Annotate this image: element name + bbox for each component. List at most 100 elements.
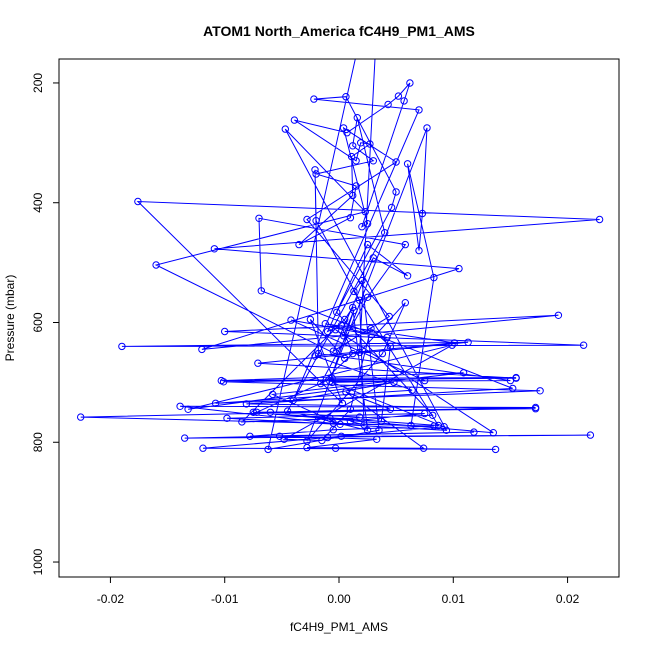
data-point: [512, 373, 520, 382]
data-point: [595, 215, 604, 224]
chart-title: ATOM1 North_America fC4H9_PM1_AMS: [203, 23, 475, 39]
data-point: [317, 379, 325, 388]
data-point: [326, 414, 334, 422]
x-tick-label: 0.00: [327, 592, 351, 606]
data-point: [343, 129, 351, 137]
data-point: [266, 408, 275, 416]
data-point: [408, 386, 416, 394]
data-point: [323, 433, 332, 442]
data-point: [336, 420, 344, 428]
data-point: [509, 384, 517, 393]
data-point: [349, 142, 357, 150]
data-point: [361, 208, 369, 216]
data-point: [392, 158, 400, 166]
data-point: [347, 152, 356, 161]
data-point: [341, 354, 349, 363]
data-point: [346, 417, 355, 425]
data-point: [341, 315, 349, 324]
data-point: [491, 445, 500, 454]
data-point: [355, 348, 364, 357]
data-point: [403, 272, 412, 280]
data-point: [429, 411, 437, 419]
data-point: [418, 209, 427, 218]
data-point: [257, 287, 265, 295]
data-point: [367, 324, 375, 333]
data-point: [77, 413, 85, 421]
data-point: [184, 405, 192, 413]
data-point: [401, 240, 409, 249]
data-point: [430, 422, 438, 430]
data-point: [360, 421, 368, 429]
data-point: [358, 223, 366, 231]
x-axis: -0.02 -0.01 0.00 0.01 0.02: [97, 576, 580, 606]
x-tick-label: 0.01: [442, 592, 466, 606]
data-point: [221, 327, 229, 336]
x-tick-label: 0.02: [556, 592, 580, 606]
y-tick-label: 1000: [31, 548, 45, 575]
data-point: [421, 376, 429, 385]
data-point: [246, 432, 254, 440]
data-point: [211, 399, 220, 407]
data-point: [421, 409, 429, 418]
data-point: [339, 124, 348, 132]
data-point: [373, 435, 381, 443]
data-point: [210, 245, 219, 253]
data-point: [255, 214, 263, 223]
data-point: [464, 338, 472, 346]
data-point: [349, 191, 357, 200]
data-point: [586, 431, 595, 439]
data-point: [352, 182, 360, 190]
data-point: [384, 100, 392, 109]
data-point: [363, 426, 372, 434]
data-point: [440, 423, 448, 431]
data-point: [392, 188, 400, 196]
data-point: [459, 369, 468, 377]
data-point: [199, 444, 207, 452]
x-axis-label: fC4H9_PM1_AMS: [290, 620, 388, 634]
data-point: [381, 229, 389, 237]
data-point: [328, 378, 336, 387]
data-point: [352, 157, 360, 165]
y-tick-label: 600: [31, 312, 45, 332]
data-point: [378, 349, 387, 358]
data-point: [269, 390, 277, 399]
data-point: [531, 405, 540, 413]
data-point: [303, 215, 311, 224]
y-tick-label: 400: [31, 192, 45, 212]
data-point: [355, 413, 364, 421]
data-point: [366, 140, 374, 148]
data-point: [289, 396, 297, 404]
data-point: [152, 261, 160, 269]
data-point: [346, 214, 355, 222]
data-point: [346, 405, 355, 413]
data-point: [342, 388, 350, 396]
data-point: [275, 432, 284, 440]
data-point: [355, 296, 364, 304]
data-point: [249, 408, 258, 416]
data-point: [489, 429, 497, 437]
data-point: [357, 139, 365, 147]
data-point: [281, 125, 289, 133]
data-point: [328, 374, 336, 382]
data-point: [310, 95, 318, 103]
data-point: [311, 352, 319, 360]
data-point: [369, 254, 377, 262]
data-point: [407, 421, 415, 430]
data-point: [419, 444, 428, 452]
data-point: [415, 246, 423, 255]
data-point: [406, 79, 414, 87]
data-point: [338, 399, 347, 407]
data-point: [331, 326, 340, 334]
data-point: [337, 321, 345, 330]
data-point: [306, 315, 315, 324]
data-point: [238, 418, 246, 426]
data-point: [342, 93, 350, 101]
data-point: [181, 434, 189, 442]
data-point: [415, 106, 423, 114]
data-layer: [77, 59, 604, 454]
data-point: [264, 445, 272, 454]
data-point: [253, 408, 261, 416]
data-point: [470, 428, 478, 436]
data-point: [358, 276, 366, 285]
